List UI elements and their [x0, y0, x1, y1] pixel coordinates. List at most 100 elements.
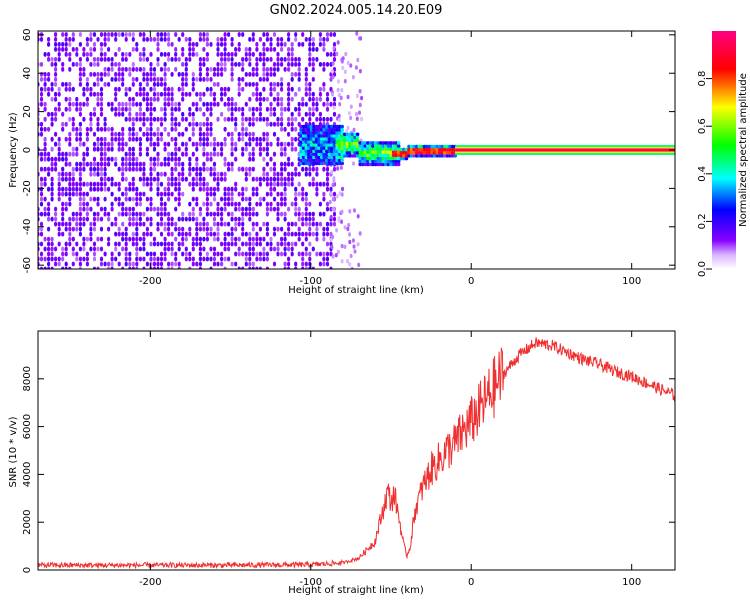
heatmap-cell [276, 241, 280, 247]
heatmap-cell [262, 156, 266, 162]
heatmap-cell [205, 156, 209, 162]
heatmap-cell [198, 236, 202, 242]
heatmap-cell [195, 261, 199, 267]
heatmap-cell [174, 47, 178, 52]
heatmap-cell [117, 201, 121, 207]
heatmap-cell [39, 266, 44, 269]
heatmap-cell [223, 67, 227, 72]
heatmap-cell [85, 191, 89, 197]
heatmap-cell [438, 144, 442, 149]
heatmap-cell [241, 32, 245, 37]
heatmap-cell [220, 256, 224, 262]
heatmap-cell [177, 101, 181, 107]
heatmap-cell [269, 186, 273, 192]
heatmap-cell [223, 52, 227, 57]
heatmap-cell [280, 57, 284, 62]
heatmap-cell [202, 166, 206, 172]
heatmap-cell [124, 206, 128, 212]
heatmap-cell [322, 191, 326, 197]
heatmap-cell [198, 57, 202, 62]
heatmap-cell [265, 57, 269, 62]
heatmap-cell [361, 147, 365, 151]
heatmap-cell [205, 52, 209, 57]
heatmap-cell [352, 161, 355, 166]
heatmap-cell [128, 266, 132, 269]
heatmap-cell [420, 147, 424, 152]
heatmap-cell [195, 101, 199, 107]
heatmap-cell [304, 101, 308, 107]
heatmap-cell [103, 57, 107, 62]
heatmap-cell [54, 206, 58, 212]
heatmap-cell [174, 156, 178, 162]
heatmap-cell [319, 124, 324, 129]
heatmap-cell [54, 96, 58, 102]
heatmap-cell [220, 96, 224, 102]
heatmap-cell [248, 131, 252, 137]
heatmap-cell [311, 166, 315, 172]
heatmap-cell [223, 266, 227, 269]
heatmap-cell [315, 236, 319, 242]
heatmap-cell [223, 37, 227, 42]
heatmap-cell [191, 116, 195, 122]
heatmap-cell [322, 196, 326, 202]
heatmap-cell [39, 256, 44, 262]
heatmap-cell [309, 127, 314, 132]
heatmap-cell [327, 158, 332, 163]
heatmap-cell [39, 96, 44, 102]
heatmap-cell [68, 101, 72, 107]
heatmap-cell [280, 121, 284, 127]
heatmap-cell [92, 47, 97, 52]
heatmap-cell [220, 206, 224, 212]
heatmap-cell [121, 57, 125, 62]
heatmap-cell [195, 181, 199, 187]
heatmap-cell [212, 186, 217, 192]
heatmap-cell [248, 72, 252, 77]
heatmap-cell [241, 57, 245, 62]
heatmap-cell [347, 222, 351, 228]
heatmap-cell [445, 150, 450, 155]
heatmap-cell [191, 131, 195, 137]
heatmap-cell [202, 77, 206, 82]
heatmap-cell [322, 140, 327, 144]
heatmap-cell [39, 181, 44, 187]
heatmap-cell [262, 196, 266, 202]
heatmap-cell [99, 32, 104, 37]
heatmap-cell [262, 256, 266, 262]
heatmap-cell [39, 211, 44, 217]
heatmap-cell [280, 42, 284, 47]
heatmap-cell [283, 176, 287, 182]
heatmap-cell [205, 131, 209, 137]
heatmap-cell [89, 221, 93, 227]
heatmap-cell [142, 96, 146, 102]
heatmap-cell [276, 121, 280, 127]
heatmap-cell [138, 106, 142, 112]
heatmap-cell [124, 246, 128, 252]
heatmap-cell [332, 161, 337, 166]
heatmap-cell [138, 57, 142, 62]
heatmap-cell [280, 226, 284, 232]
heatmap-cell [366, 162, 370, 167]
heatmap-cell [304, 251, 308, 257]
heatmap-cell [301, 143, 306, 147]
heatmap-cell [438, 150, 442, 155]
heatmap-cell [152, 96, 157, 102]
heatmap-cell [325, 106, 330, 112]
heatmap-cell [159, 251, 164, 257]
heatmap-cell [269, 111, 273, 117]
heatmap-cell [142, 246, 146, 252]
heatmap-cell [283, 146, 287, 152]
heatmap-cell [82, 181, 86, 187]
heatmap-cell [209, 201, 213, 207]
heatmap-cell [212, 141, 217, 147]
heatmap-cell [343, 79, 347, 84]
heatmap-cell [358, 153, 363, 157]
heatmap-cell [386, 162, 391, 167]
heatmap-cell [251, 111, 255, 117]
heatmap-cell [191, 47, 195, 52]
heatmap-cell [230, 116, 234, 122]
heatmap-cell [89, 186, 93, 192]
heatmap-cell [57, 106, 61, 112]
heatmap-cell [251, 146, 255, 152]
heatmap-cell [330, 134, 334, 138]
heatmap-cell [290, 116, 294, 122]
